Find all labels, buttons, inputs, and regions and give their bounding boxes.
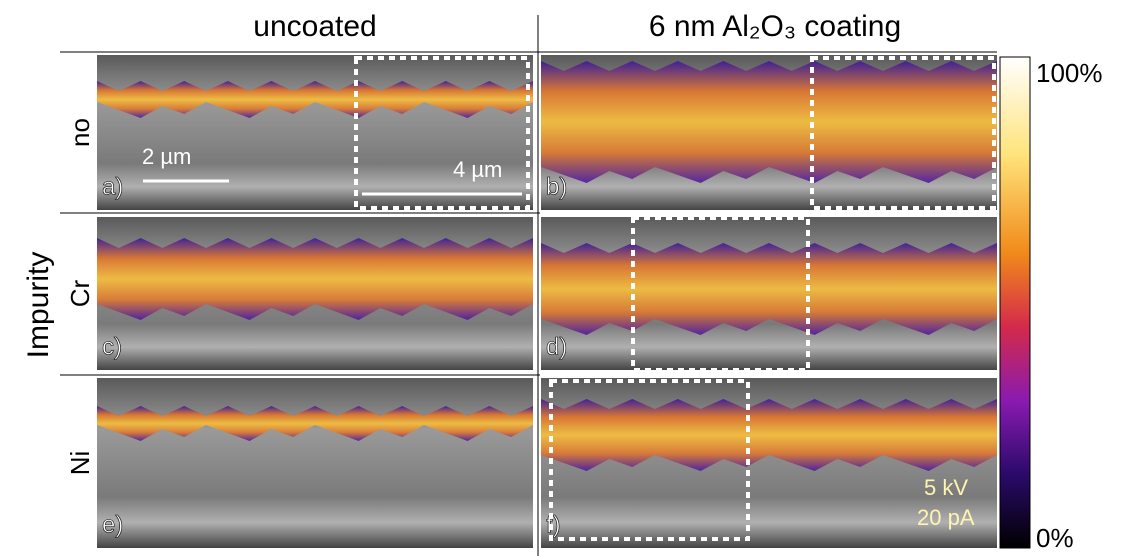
panel-label: c)	[102, 333, 122, 360]
panel-label: d)	[546, 333, 567, 360]
panel-label: a)	[102, 173, 123, 200]
row-label: Ni	[65, 451, 95, 476]
colorbar	[1000, 57, 1030, 548]
row-label: no	[65, 118, 95, 147]
colorbar-max: 100%	[1036, 58, 1103, 88]
width-marker-label: 4 µm	[453, 157, 502, 182]
panel-label: b)	[546, 173, 567, 200]
sem-image	[97, 55, 533, 210]
row-group-title: Impurity	[22, 252, 55, 359]
panel-label: e)	[102, 511, 123, 538]
scale-bar-label: 2 µm	[142, 144, 191, 169]
voltage: 5 kV	[924, 475, 968, 500]
column-title: 6 nm Al₂O₃ coating	[649, 10, 901, 43]
panels: no a) b) Cr c) d) Ni e) f) 2 µm 4 µm 5 kV 20 pA	[65, 55, 997, 548]
row-label: Cr	[65, 279, 95, 307]
panel-label: f)	[546, 511, 561, 538]
colorbar-min: 0%	[1036, 523, 1074, 553]
sem-image	[97, 378, 533, 548]
current: 20 pA	[917, 505, 975, 530]
column-title: uncoated	[253, 10, 376, 43]
cl-overlay	[541, 61, 997, 183]
figure: uncoated 6 nm Al₂O₃ coating Impurity noa…	[0, 0, 1122, 556]
